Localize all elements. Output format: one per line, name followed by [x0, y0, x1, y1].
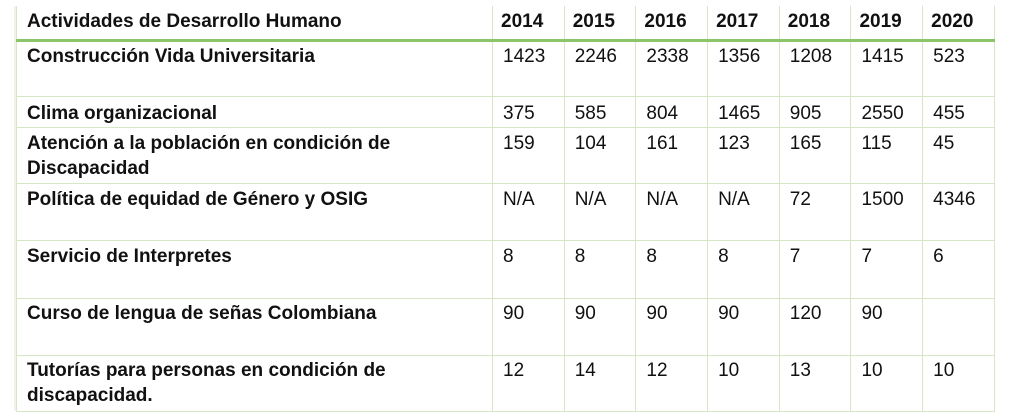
cell-value: 1500 [850, 183, 924, 241]
cell-value: 90 [707, 298, 780, 356]
cell-value: 8 [635, 240, 709, 299]
cell-value: 12 [492, 355, 565, 412]
row-label: Servicio de Interpretes [16, 240, 493, 299]
header-year: 2016 [635, 6, 709, 42]
cell-value: 2550 [850, 96, 924, 128]
cell-value: 8 [563, 240, 637, 299]
cell-value: 90 [492, 298, 565, 356]
cell-value: 1423 [492, 40, 565, 97]
header-year: 2014 [492, 6, 565, 42]
header-year: 2019 [850, 6, 924, 42]
table-row: Servicio de Interpretes 8 8 8 8 7 7 6 [16, 240, 995, 299]
cell-value: 7 [850, 240, 924, 299]
cell-value: 104 [563, 127, 637, 184]
cell-value: 4346 [922, 183, 995, 241]
header-activity: Actividades de Desarrollo Humano [16, 6, 493, 42]
cell-value: 7 [778, 240, 852, 299]
table-header-row: Actividades de Desarrollo Humano 2014 20… [16, 6, 995, 42]
header-year: 2020 [922, 6, 995, 42]
cell-value: 90 [850, 298, 924, 356]
table-row: Construcción Vida Universitaria 1423 224… [16, 40, 995, 97]
cell-value: 115 [850, 127, 924, 184]
cell-value: 585 [563, 96, 637, 128]
cell-value: 1465 [707, 96, 780, 128]
cell-value: 455 [922, 96, 995, 128]
cell-value: 159 [492, 127, 565, 184]
table-row: Atención a la población en condición de … [16, 127, 995, 184]
cell-value: 1356 [707, 40, 780, 97]
cell-value: 90 [635, 298, 709, 356]
table-row: Curso de lengua de señas Colombiana 90 9… [16, 298, 995, 356]
row-label: Curso de lengua de señas Colombiana [16, 298, 493, 356]
cell-value: N/A [707, 183, 780, 241]
header-year: 2017 [707, 6, 780, 42]
cell-value: 6 [922, 240, 995, 299]
activities-table-container: Actividades de Desarrollo Humano 2014 20… [14, 6, 995, 412]
row-label: Política de equidad de Género y OSIG [16, 183, 493, 241]
cell-value: 10 [922, 355, 995, 412]
table-row: Tutorías para personas en condición de d… [16, 355, 995, 412]
cell-value: 12 [635, 355, 709, 412]
cell-value [922, 298, 995, 356]
cell-value: 905 [778, 96, 852, 128]
cell-value: N/A [492, 183, 565, 241]
cell-value: 523 [922, 40, 995, 97]
cell-value: 804 [635, 96, 709, 128]
cell-value: 8 [492, 240, 565, 299]
table-row: Política de equidad de Género y OSIG N/A… [16, 183, 995, 241]
row-label: Clima organizacional [16, 96, 493, 128]
row-label: Tutorías para personas en condición de d… [16, 355, 493, 412]
cell-value: 1415 [850, 40, 924, 97]
cell-value: 161 [635, 127, 709, 184]
cell-value: 2338 [635, 40, 709, 97]
cell-value: 45 [922, 127, 995, 184]
row-label: Atención a la población en condición de … [16, 127, 493, 184]
cell-value: N/A [635, 183, 709, 241]
cell-value: 8 [707, 240, 780, 299]
row-label: Construcción Vida Universitaria [16, 40, 493, 97]
cell-value: 375 [492, 96, 565, 128]
cell-value: 2246 [563, 40, 637, 97]
cell-value: 90 [563, 298, 637, 356]
cell-value: 72 [778, 183, 852, 241]
cell-value: 120 [778, 298, 852, 356]
header-year: 2015 [563, 6, 637, 42]
table-row: Clima organizacional 375 585 804 1465 90… [16, 96, 995, 128]
cell-value: 1208 [778, 40, 852, 97]
human-development-activities-table: Actividades de Desarrollo Humano 2014 20… [16, 6, 995, 412]
cell-value: 10 [850, 355, 924, 412]
cell-value: N/A [563, 183, 637, 241]
cell-value: 123 [707, 127, 780, 184]
cell-value: 165 [778, 127, 852, 184]
header-year: 2018 [778, 6, 852, 42]
cell-value: 13 [778, 355, 852, 412]
cell-value: 10 [707, 355, 780, 412]
cell-value: 14 [563, 355, 637, 412]
